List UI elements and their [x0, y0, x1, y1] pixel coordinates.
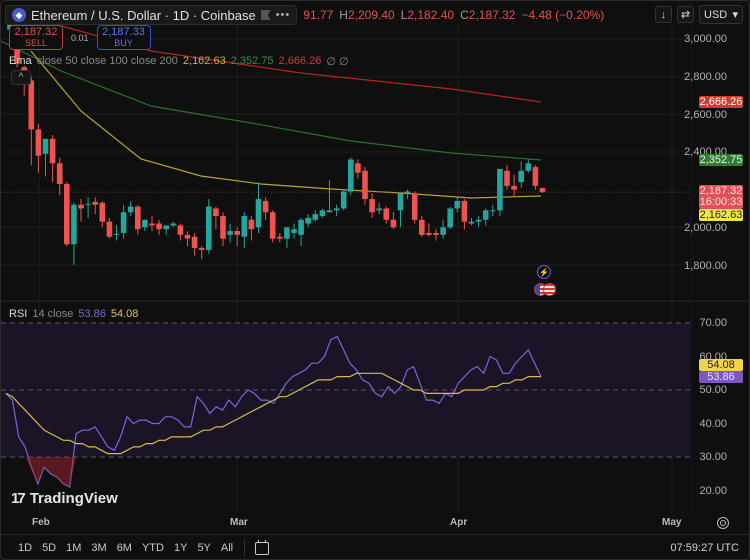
rsi-tick: 70.00 — [699, 317, 727, 329]
event-markers: ⚡ — [534, 265, 556, 296]
currency-select[interactable]: USD ▾ — [699, 5, 743, 24]
rsi-tick: 50.00 — [699, 384, 727, 396]
rsi-tag: 53.86 — [699, 371, 743, 383]
ema50-price-tag: 2,162.63 — [699, 209, 743, 221]
close-value: 2,187.32 — [468, 8, 516, 22]
rsi-legend[interactable]: RSI 14 close 53.86 54.08 — [9, 308, 138, 320]
rsi-name: RSI — [9, 308, 28, 320]
time-label: Mar — [230, 517, 248, 528]
ema100-value: 2,352.75 — [230, 55, 274, 67]
time-label: May — [662, 517, 682, 528]
rsi-value: 53.86 — [78, 308, 106, 320]
flag-icon[interactable] — [260, 10, 271, 20]
collapse-legend-button[interactable]: ^ — [11, 70, 31, 85]
ema50-value: 2,162.63 — [182, 55, 226, 67]
range-3m[interactable]: 3M — [91, 542, 107, 554]
rsi-ma-value: 54.08 — [110, 308, 139, 320]
settings-icon[interactable] — [717, 517, 729, 529]
low-label: L — [400, 8, 408, 22]
top-right-controls: ↓ ⇄ USD ▾ — [655, 5, 743, 24]
rsi-params: 14 close — [32, 308, 74, 320]
ethereum-icon: ◆ — [12, 8, 26, 22]
clock[interactable]: 07:59:27 UTC — [670, 542, 739, 554]
spread-value: 0.01 — [71, 32, 89, 43]
sell-label: SELL — [24, 37, 48, 48]
range-all[interactable]: All — [220, 542, 234, 554]
buy-button[interactable]: 2,187.33 BUY — [96, 25, 151, 50]
ema200-value: 2,666.26 — [278, 55, 322, 67]
price-tick: 1,800.00 — [684, 260, 727, 272]
compare-icon[interactable]: ⇄ — [677, 6, 694, 23]
high-label: H — [339, 8, 348, 22]
range-1y[interactable]: 1Y — [173, 542, 188, 554]
currency-value: USD — [704, 8, 728, 21]
calendar-icon[interactable] — [255, 539, 270, 555]
lightning-icon[interactable]: ⚡ — [537, 265, 551, 279]
price-tick: 2,600.00 — [684, 109, 727, 121]
bottom-toolbar: 1D 5D 1M 3M 6M YTD 1Y 5Y All 07:59:27 UT… — [1, 534, 750, 560]
rsi-ma-tag: 54.08 — [699, 359, 743, 371]
range-5d[interactable]: 5D — [42, 542, 57, 554]
ema-name: Ema — [9, 55, 32, 67]
sell-button[interactable]: 2,187.32 SELL — [9, 25, 63, 50]
us-flag-icon — [543, 283, 556, 296]
price-tick: 2,800.00 — [684, 71, 727, 83]
economic-events-icon[interactable] — [534, 283, 556, 296]
download-icon[interactable]: ↓ — [655, 6, 672, 23]
countdown: 16:00:33 — [699, 196, 743, 208]
chevron-down-icon: ▾ — [732, 9, 738, 21]
tradingview-mark-icon: 17 — [11, 490, 26, 507]
ohlc-values: 91.77 H2,209.40 L2,182.40 C2,187.32 −4.4… — [303, 8, 604, 22]
ema100-price-tag: 2,352.75 — [699, 154, 743, 166]
more-icon[interactable]: ••• — [275, 9, 291, 21]
rsi-tick: 40.00 — [699, 418, 727, 430]
range-1m[interactable]: 1M — [66, 542, 82, 554]
symbol-title: Ethereum / U.S. Dollar · 1D · Coinbase — [31, 7, 256, 23]
close-label: C — [460, 8, 469, 22]
last-price: 2,187.32 — [699, 185, 743, 197]
ema-legend[interactable]: Ema close 50 close 100 close 200 2,162.6… — [9, 55, 349, 68]
trade-panel: 2,187.32 SELL 0.01 2,187.33 BUY — [9, 25, 151, 50]
high-value: 2,209.40 — [347, 8, 395, 22]
divider — [244, 540, 246, 556]
low-value: 2,182.40 — [407, 8, 455, 22]
ema200-price-tag: 2,666.26 — [699, 96, 743, 108]
sell-price: 2,187.32 — [14, 25, 58, 38]
ema-params: close 50 close 100 close 200 — [36, 55, 178, 67]
last-price-tag: 2,187.32 16:00:33 — [699, 185, 743, 209]
price-tick: 3,000.00 — [684, 33, 727, 45]
buy-price: 2,187.33 — [102, 25, 145, 38]
open-value: 91.77 — [303, 8, 334, 22]
range-5y[interactable]: 5Y — [197, 542, 211, 554]
null-icons: ∅ ∅ — [326, 56, 349, 68]
tradingview-text: TradingView — [29, 490, 118, 507]
range-1d[interactable]: 1D — [18, 542, 33, 554]
range-6m[interactable]: 6M — [116, 542, 132, 554]
buy-label: BUY — [114, 37, 133, 48]
tradingview-logo[interactable]: 17 TradingView — [11, 490, 118, 507]
time-label: Feb — [32, 517, 50, 528]
range-ytd[interactable]: YTD — [141, 542, 164, 554]
symbol-selector[interactable]: ◆ Ethereum / U.S. Dollar · 1D · Coinbase… — [5, 5, 298, 25]
rsi-tick: 20.00 — [699, 485, 727, 497]
rsi-tick: 30.00 — [699, 451, 727, 463]
price-tick: 2,000.00 — [684, 222, 727, 234]
time-label: Apr — [450, 517, 468, 528]
symbol-legend: ◆ Ethereum / U.S. Dollar · 1D · Coinbase… — [5, 5, 604, 25]
change-value: −4.48 (−0.20%) — [521, 8, 605, 22]
